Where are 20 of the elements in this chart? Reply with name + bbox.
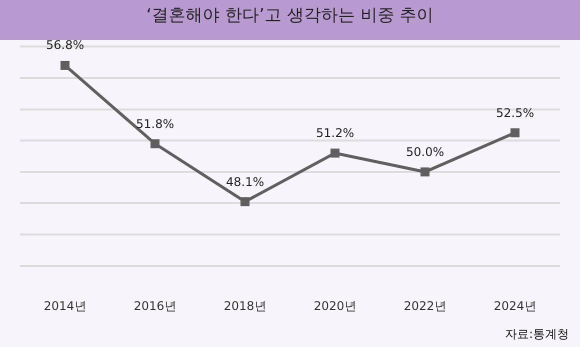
point <box>240 197 250 206</box>
point <box>330 148 340 158</box>
data-label: 48.1% <box>226 175 264 189</box>
point <box>420 167 430 176</box>
x-tick-label: 2024년 <box>494 299 536 313</box>
data-label: 51.8% <box>136 117 174 131</box>
text: 자료:통계청 <box>505 327 570 341</box>
point <box>510 128 520 138</box>
data-label: 52.5% <box>496 106 534 120</box>
point <box>60 60 70 70</box>
x-tick-label: 2018년 <box>224 299 266 313</box>
data-label: 50.0% <box>406 145 444 159</box>
point <box>150 139 160 148</box>
data-label: 56.8% <box>46 38 84 52</box>
x-tick-label: 2014년 <box>44 299 86 313</box>
x-tick-label: 2022년 <box>404 299 446 313</box>
x-tick-label: 2020년 <box>314 299 356 313</box>
chart-title: ‘결혼해야 한다’고 생각하는 비중 추이 <box>146 6 434 26</box>
x-tick-label: 2016년 <box>134 299 176 313</box>
data-label: 51.2% <box>316 126 354 140</box>
